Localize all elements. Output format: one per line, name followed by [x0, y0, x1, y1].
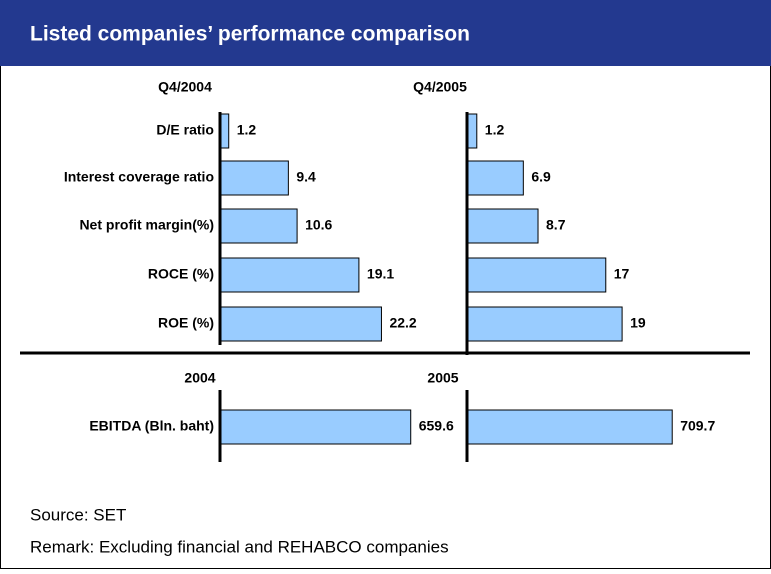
- value-label: 19.1: [367, 266, 394, 282]
- source-note: Source: SET: [30, 505, 126, 524]
- category-label: Net profit margin(%): [79, 217, 214, 233]
- category-label: D/E ratio: [156, 122, 214, 138]
- chart-title: 2004: [184, 370, 215, 386]
- bar: [219, 409, 412, 445]
- value-label: 22.2: [389, 315, 416, 331]
- bar: [466, 409, 673, 445]
- bar: [466, 160, 524, 196]
- bar: [466, 306, 623, 342]
- value-label: 17: [614, 266, 630, 282]
- bar: [466, 257, 607, 293]
- category-label: ROCE (%): [148, 266, 214, 282]
- value-label: 10.6: [305, 217, 332, 233]
- remark-note: Remark: Excluding financial and REHABCO …: [30, 537, 449, 556]
- slide-title: Listed companies’ performance comparison: [30, 23, 470, 46]
- category-label: ROE (%): [158, 315, 214, 331]
- bar: [219, 208, 298, 244]
- header-band: [0, 0, 771, 66]
- chart-title: 2005: [427, 370, 458, 386]
- bar: [466, 208, 539, 244]
- value-label: 1.2: [485, 122, 505, 138]
- value-label: 1.2: [237, 122, 257, 138]
- category-label: EBITDA (Bln. baht): [89, 418, 214, 434]
- chart-title: Q4/2004: [158, 79, 212, 95]
- value-label: 19: [630, 315, 646, 331]
- value-label: 9.4: [296, 169, 316, 185]
- value-label: 659.6: [419, 418, 454, 434]
- bar: [219, 306, 382, 342]
- value-label: 709.7: [680, 418, 715, 434]
- value-label: 6.9: [531, 169, 551, 185]
- chart-title: Q4/2005: [413, 79, 467, 95]
- value-label: 8.7: [546, 217, 566, 233]
- category-label: Interest coverage ratio: [64, 169, 214, 185]
- bar: [219, 160, 289, 196]
- bar: [219, 257, 360, 293]
